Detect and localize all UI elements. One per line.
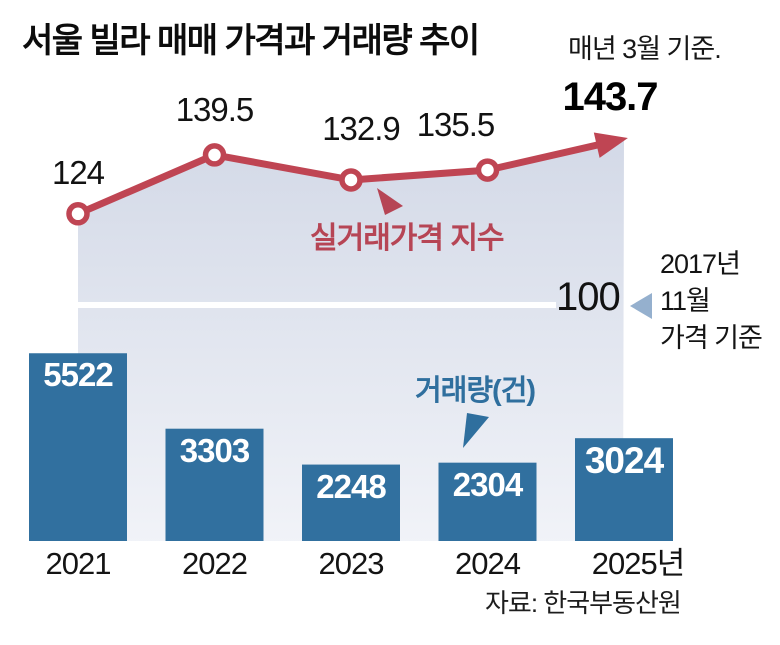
baseline-note-line-2: 11월 bbox=[660, 286, 711, 316]
volume-bar bbox=[438, 462, 537, 541]
volume-bar bbox=[575, 438, 673, 541]
year-tick-label: 2025년 bbox=[591, 546, 685, 581]
index-value-label: 124 bbox=[51, 153, 105, 191]
data-point-marker bbox=[66, 202, 90, 226]
volume-bars bbox=[29, 353, 673, 541]
data-point-marker bbox=[202, 143, 227, 167]
index-label-pointer-icon bbox=[377, 188, 403, 215]
trend-arrow-icon bbox=[593, 132, 628, 158]
index-value-label: 135.5 bbox=[416, 106, 496, 144]
baseline-note: 2017년 11월 가격 기준 bbox=[660, 246, 763, 357]
data-point-marker bbox=[475, 158, 500, 182]
volume-label-pointer-icon bbox=[463, 413, 489, 448]
volume-value-label: 3303 bbox=[179, 431, 250, 469]
index-value-label: 132.9 bbox=[322, 109, 401, 147]
year-tick-label: 2024 bbox=[455, 546, 521, 581]
baseline-note-line-1: 2017년 bbox=[660, 249, 741, 279]
index-series-label: 실거래가격 지수 bbox=[310, 222, 505, 255]
annotation-pointers bbox=[377, 188, 652, 448]
year-tick-label: 2023 bbox=[318, 546, 385, 581]
baseline-100-rule bbox=[78, 302, 556, 308]
volume-bar bbox=[302, 464, 400, 541]
index-value-label: 143.7 bbox=[562, 74, 658, 119]
year-tick-label: 2022 bbox=[182, 546, 248, 581]
volume-series-label: 거래량(건) bbox=[415, 375, 536, 407]
subtitle: 매년 3월 기준. bbox=[568, 34, 722, 64]
volume-value-label: 5522 bbox=[43, 356, 113, 394]
baseline-note-line-3: 가격 기준 bbox=[660, 323, 763, 353]
source-credit: 자료: 한국부동산원 bbox=[485, 588, 682, 618]
year-tick-label: 2021 bbox=[45, 546, 112, 581]
volume-value-label: 3024 bbox=[584, 440, 664, 482]
index-line bbox=[66, 132, 628, 226]
baseline-100-line bbox=[78, 302, 556, 308]
volume-value-label: 2248 bbox=[316, 467, 386, 505]
data-point-marker bbox=[339, 168, 363, 192]
volume-value-label: 2304 bbox=[452, 465, 523, 503]
volume-bar bbox=[165, 428, 264, 541]
baseline-pointer-icon bbox=[630, 293, 652, 319]
index-value-label: 139.5 bbox=[175, 90, 255, 128]
page-title: 서울 빌라 매매 가격과 거래량 추이 bbox=[22, 22, 480, 60]
volume-bar bbox=[29, 353, 127, 541]
baseline-value-label: 100 bbox=[556, 275, 621, 319]
